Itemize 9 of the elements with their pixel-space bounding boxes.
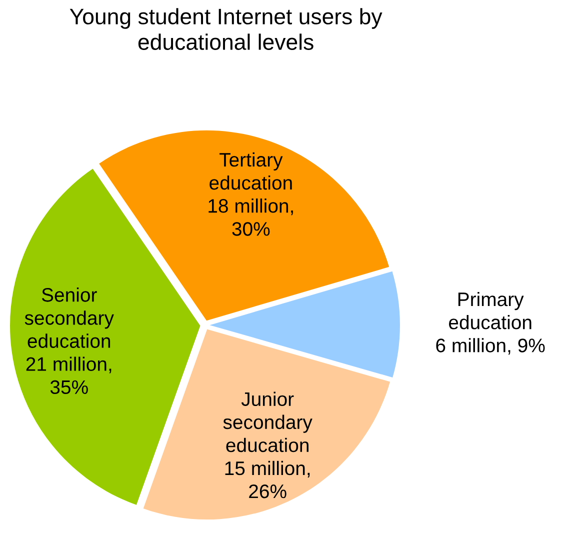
data-label: 6 million, 9%: [436, 338, 545, 355]
data-label: 15 million, 26%: [225, 460, 310, 498]
slice-label: Senior secondary education: [24, 288, 114, 348]
data-label: 21 million, 35%: [26, 356, 112, 394]
slice-label: Primary education: [448, 292, 532, 330]
data-label: 18 million, 30%: [208, 198, 293, 236]
slice-label: Junior secondary education: [223, 392, 312, 452]
chart-title: Young student Internet users by educational levels: [70, 8, 382, 50]
slice-label: Tertiary education: [210, 152, 292, 190]
